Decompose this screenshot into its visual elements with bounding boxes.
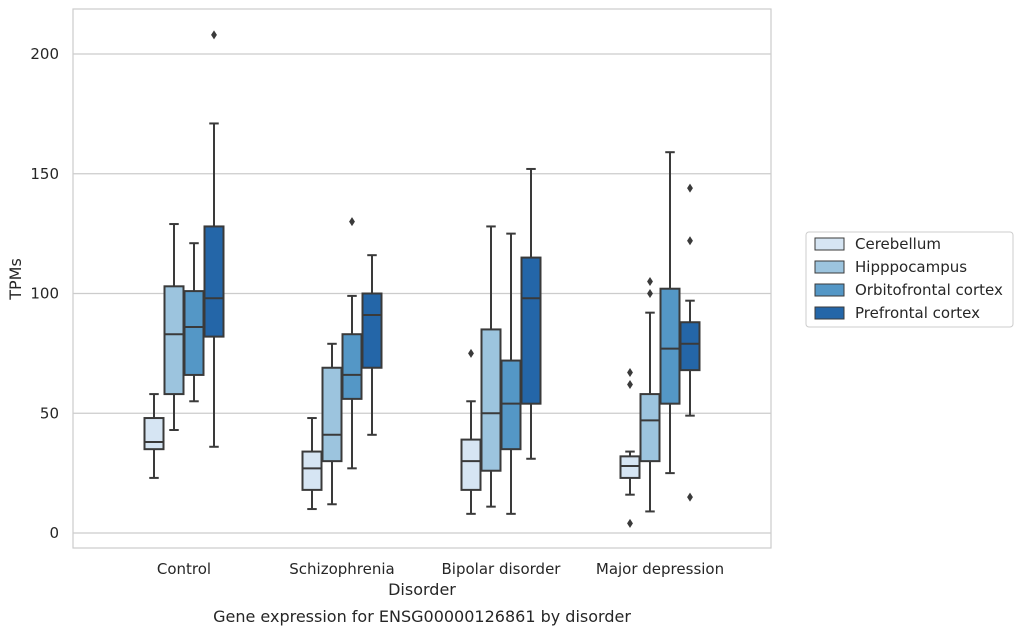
box: [659, 287, 681, 405]
outlier-point: [687, 492, 693, 502]
box-prefrontal-cortex: [203, 30, 225, 448]
box: [480, 328, 502, 472]
y-tick-label: 150: [30, 165, 59, 183]
box: [203, 225, 225, 338]
y-tick-label: 50: [40, 404, 59, 422]
outlier-point: [627, 380, 633, 390]
box-prefrontal-cortex: [520, 167, 542, 460]
legend-label: Orbitofrontal cortex: [855, 281, 1003, 299]
box-orbitofrontal-cortex: [500, 232, 522, 515]
y-tick-label: 100: [30, 285, 59, 303]
box-orbitofrontal-cortex: [183, 242, 205, 403]
legend-swatch: [814, 283, 845, 297]
box-cerebellum: [143, 393, 165, 479]
legend-swatch: [814, 260, 845, 274]
chart-caption: Gene expression for ENSG00000126861 by d…: [213, 607, 631, 626]
box: [301, 450, 323, 491]
legend-label: Prefrontal cortex: [855, 304, 980, 322]
outlier-point: [627, 368, 633, 378]
x-tick-label: Bipolar disorder: [442, 560, 562, 578]
box: [321, 366, 343, 463]
box-cerebellum: [460, 348, 482, 515]
box-prefrontal-cortex: [361, 254, 383, 436]
outlier-point: [687, 236, 693, 246]
outlier-point: [211, 30, 217, 40]
x-axis-ticks: Control Schizophrenia Bipolar disorder Majo…: [157, 560, 724, 578]
x-tick-label: Control: [157, 560, 211, 578]
y-tick-label: 0: [49, 524, 59, 542]
box-cerebellum: [301, 417, 323, 511]
box: [619, 455, 641, 479]
y-axis-label: TPMs: [6, 258, 25, 301]
box: [460, 438, 482, 491]
outlier-point: [647, 289, 653, 298]
outlier-point: [468, 348, 474, 358]
box: [520, 256, 542, 405]
y-axis-ticks: 0 50 100 150 200: [30, 45, 59, 542]
box-prefrontal-cortex: [679, 183, 701, 502]
plot-area: [72, 8, 772, 549]
x-tick-label: Major depression: [596, 560, 724, 578]
x-tick-label: Schizophrenia: [289, 560, 394, 578]
box-hipppocampus: [639, 277, 661, 513]
legend-frame: [805, 231, 1014, 328]
box: [361, 292, 383, 369]
box-orbitofrontal-cortex: [341, 217, 363, 470]
box: [341, 333, 363, 400]
outlier-point: [627, 518, 633, 528]
legend-label: Hipppocampus: [855, 258, 967, 276]
box-hipppocampus: [321, 342, 343, 506]
box-cerebellum: [619, 368, 641, 528]
box-groups: [143, 30, 701, 528]
y-tick-label: 200: [30, 45, 59, 63]
box: [183, 290, 205, 376]
outlier-point: [349, 217, 355, 227]
box: [500, 359, 522, 451]
box: [163, 285, 185, 396]
legend: Cerebellum Hipppocampus Orbitofrontal cort…: [805, 231, 1014, 328]
x-axis-label: Disorder: [388, 580, 456, 599]
box: [639, 393, 661, 463]
box: [143, 417, 165, 451]
legend-swatch: [814, 306, 845, 320]
box: [679, 321, 701, 372]
legend-label: Cerebellum: [855, 235, 941, 253]
outlier-point: [687, 183, 693, 193]
legend-swatch: [814, 237, 845, 251]
outlier-point: [647, 277, 653, 287]
